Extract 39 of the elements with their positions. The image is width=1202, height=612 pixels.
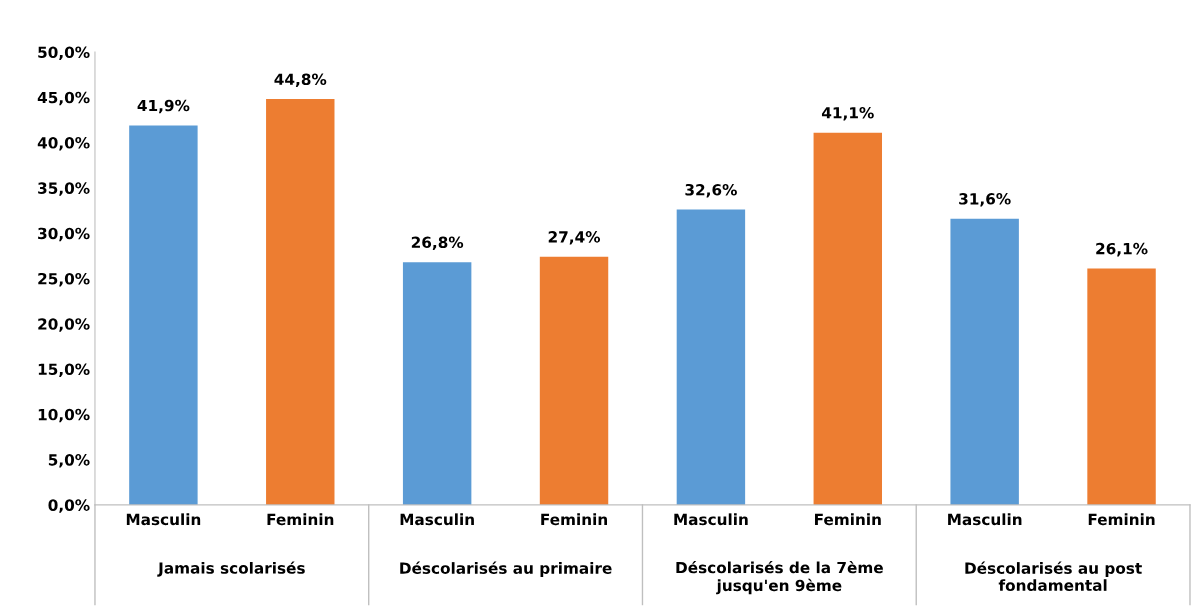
y-tick-label: 35,0% [38,182,90,196]
bar [129,125,198,505]
y-tick-label: 50,0% [38,46,90,60]
data-label: 41,1% [821,107,874,121]
x-tick-label: Déscolarisés au primaire [400,561,612,577]
data-label: 27,4% [548,231,601,245]
x-tick-label: Jamais scolarisés [157,561,305,577]
y-tick-label: 40,0% [37,137,90,151]
y-tick-label: 5,0% [48,454,90,468]
bar [539,256,609,505]
x-tick-label: Déscolarisés de la 7ème jusqu'en 9ème [676,560,883,595]
series-label: Masculin [400,513,474,526]
y-tick-label: 25,0% [38,272,90,287]
bar [813,132,883,505]
data-label: 41,9% [137,99,190,114]
y-tick-label: 45,0% [37,91,90,106]
y-tick-label: 0,0% [48,499,90,513]
text: Masculin [948,513,1022,526]
data-label: 26,1% [1096,242,1148,257]
x-tick-label: Déscolarisés au post fondamental [965,561,1142,592]
y-tick-label: 15,0% [38,363,90,378]
text: Feminin [1088,513,1155,526]
bar [266,99,335,505]
data-label: 32,6% [685,183,737,198]
bar [950,218,1019,505]
text: Masculin [126,513,201,526]
bar [676,209,746,505]
data-label: 26,8% [411,236,464,251]
text: Feminin [541,513,607,526]
y-tick-label: 20,0% [38,318,90,332]
y-tick-label: 30,0% [38,227,90,242]
text: Feminin [815,513,881,526]
bar [1087,268,1156,505]
bar [402,262,472,505]
data-label: 31,6% [959,193,1011,207]
text: Masculin [674,513,748,526]
y-tick-label: 10,0% [38,408,90,423]
data-label: 44,8% [274,73,327,87]
series-label: Feminin [267,513,334,526]
